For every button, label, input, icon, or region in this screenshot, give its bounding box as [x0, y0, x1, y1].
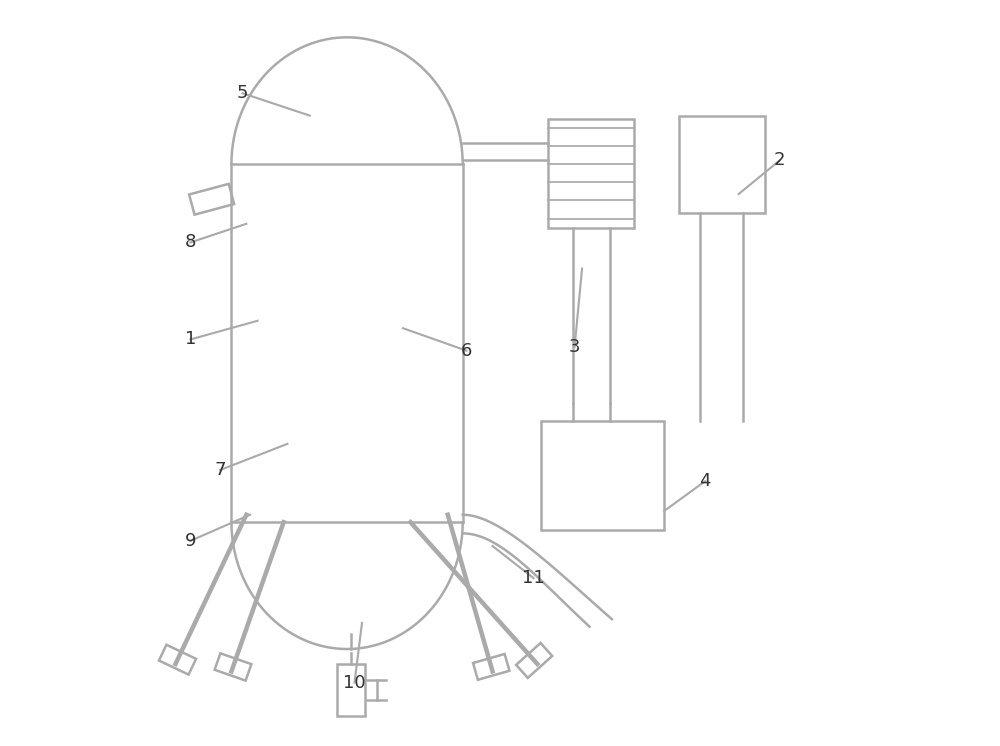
Text: 3: 3 — [569, 338, 580, 356]
Text: 1: 1 — [185, 330, 196, 348]
Text: 11: 11 — [522, 569, 545, 587]
Text: 5: 5 — [237, 84, 248, 102]
Text: 6: 6 — [461, 342, 472, 360]
Text: 9: 9 — [185, 532, 196, 550]
Text: 2: 2 — [774, 151, 786, 169]
Bar — [337, 664, 365, 716]
Text: 4: 4 — [699, 472, 711, 490]
Text: 7: 7 — [214, 461, 226, 479]
Text: 10: 10 — [343, 674, 366, 692]
Bar — [541, 421, 664, 530]
Bar — [679, 116, 765, 213]
Text: 8: 8 — [185, 233, 196, 251]
Bar — [548, 119, 634, 228]
